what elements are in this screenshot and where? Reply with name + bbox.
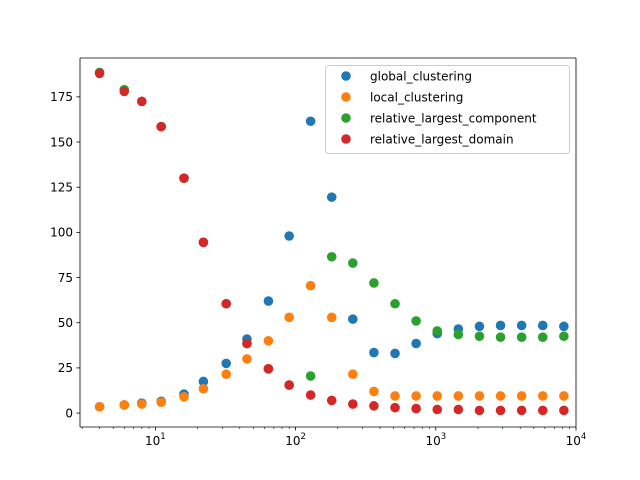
relative-largest-component-point (326, 251, 337, 262)
y-tick-label: 150 (50, 135, 73, 149)
global-clustering-point (284, 231, 294, 241)
relative-largest-domain-point (411, 403, 421, 414)
y-tick-label: 100 (50, 226, 73, 240)
global-clustering-point (348, 314, 358, 324)
y-tick-label: 75 (58, 271, 73, 285)
relative-largest-component-point (369, 278, 379, 288)
relative-largest-domain-point (242, 338, 252, 349)
relative-largest-domain-point (432, 404, 443, 415)
relative-largest-component-point (537, 332, 548, 342)
y-tick-label: 50 (58, 316, 73, 330)
legend-label: relative_largest_component (370, 111, 537, 125)
legend-label: relative_largest_domain (370, 132, 514, 146)
local-clustering-point (348, 369, 358, 380)
relative-largest-domain-point (94, 68, 105, 79)
relative-largest-domain-point (156, 121, 166, 132)
x-tick-label: 101 (145, 432, 166, 448)
global-clustering-point (198, 376, 209, 387)
global-clustering-point (537, 320, 548, 331)
relative-largest-component-point (559, 331, 569, 342)
local-clustering-point (369, 386, 379, 397)
y-tick-label: 175 (50, 90, 73, 104)
relative-largest-component-point (495, 332, 506, 342)
legend-marker (341, 113, 351, 123)
relative-largest-domain-point (369, 401, 379, 411)
local-clustering-point (198, 383, 209, 394)
relative-largest-component-point (516, 332, 527, 342)
local-clustering-point (559, 391, 569, 401)
relative-largest-domain-point (305, 390, 316, 400)
global-clustering-point (369, 347, 379, 358)
y-tick-label: 0 (65, 406, 73, 420)
global-clustering-point (474, 321, 485, 332)
local-clustering-point (326, 312, 337, 323)
global-clustering-point (263, 296, 274, 306)
relative-largest-component-point (348, 258, 358, 268)
relative-largest-domain-point (453, 404, 464, 415)
legend-label: local_clustering (370, 90, 463, 104)
relative-largest-domain-point (390, 402, 400, 413)
relative-largest-component-point (453, 329, 464, 340)
relative-largest-domain-point (136, 96, 147, 107)
relative-largest-domain-point (221, 298, 232, 309)
global-clustering-point (411, 338, 421, 349)
global-clustering-point (326, 192, 337, 202)
relative-largest-domain-point (516, 405, 527, 416)
legend-box (325, 65, 570, 154)
relative-largest-component-point (432, 326, 443, 336)
relative-largest-component-point (390, 298, 400, 309)
local-clustering-point (495, 391, 506, 401)
local-clustering-point (453, 391, 464, 401)
plot-area: 0 25 50 75 100 125 150 175 101 102 103 104 (50, 57, 587, 448)
global-clustering-point (221, 358, 232, 369)
global-clustering-point (305, 116, 316, 127)
relative-largest-component-point (305, 371, 316, 381)
relative-largest-domain-point (179, 173, 189, 183)
global-clustering-point (516, 320, 527, 331)
x-tick-label: 104 (566, 432, 587, 448)
local-clustering-point (284, 312, 294, 323)
relative-largest-component-point (474, 331, 485, 342)
relative-largest-domain-point (537, 405, 548, 416)
local-clustering-point (94, 401, 105, 412)
local-clustering-point (156, 397, 166, 408)
local-clustering-point (242, 354, 252, 364)
local-clustering-point (136, 399, 147, 409)
local-clustering-point (432, 391, 443, 401)
legend: global_clustering local_clusteringrelativ… (325, 65, 570, 154)
relative-largest-component-point (411, 316, 421, 326)
local-clustering-point (221, 369, 232, 380)
y-tick-label: 25 (58, 361, 73, 375)
legend-marker (341, 71, 351, 81)
relative-largest-domain-point (284, 380, 294, 390)
x-tick-label: 102 (285, 432, 306, 448)
legend-marker (341, 92, 351, 102)
local-clustering-point (179, 392, 189, 402)
local-clustering-point (474, 391, 485, 401)
relative-largest-domain-point (263, 364, 274, 374)
global-clustering-point (495, 320, 506, 331)
relative-largest-domain-point (198, 237, 209, 248)
global-clustering-point (559, 321, 569, 332)
local-clustering-point (411, 391, 421, 401)
local-clustering-point (537, 391, 548, 401)
relative-largest-domain-point (119, 86, 130, 97)
x-tick-label: 103 (425, 432, 446, 448)
local-clustering-point (263, 336, 274, 346)
relative-largest-domain-point (495, 405, 506, 416)
local-clustering-point (305, 280, 316, 291)
relative-largest-domain-point (559, 405, 569, 416)
relative-largest-domain-point (474, 405, 485, 416)
global-clustering-point (390, 348, 400, 359)
legend-marker (341, 134, 351, 144)
local-clustering-point (516, 391, 527, 401)
local-clustering-point (390, 391, 400, 401)
relative-largest-domain-point (348, 399, 358, 409)
legend-label: global_clustering (370, 69, 472, 83)
local-clustering-point (119, 400, 130, 410)
y-tick-label: 125 (50, 181, 73, 195)
relative-largest-domain-point (326, 395, 337, 406)
